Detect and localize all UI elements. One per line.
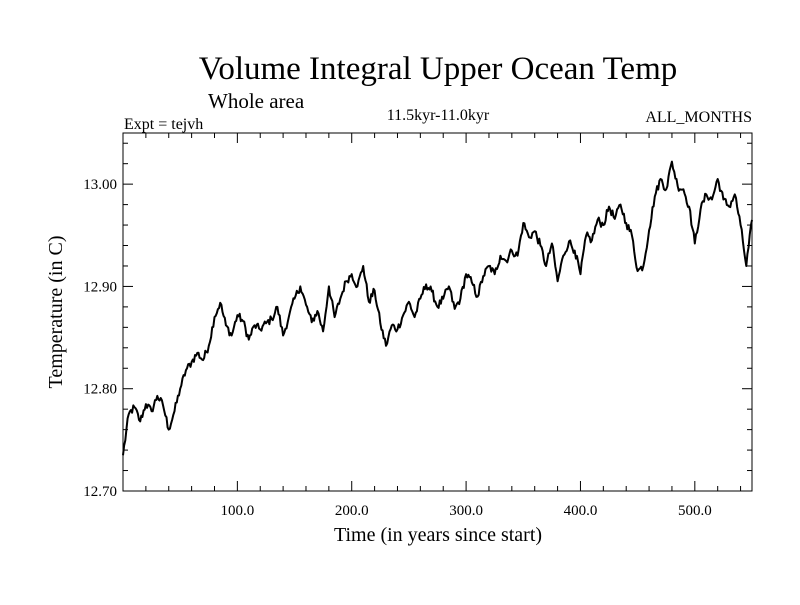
- y-tick-label: 13.00: [83, 177, 117, 193]
- axis-tick-labels: 100.0 200.0 300.0 400.0 500.0 12.70 12.80 12.90…: [83, 177, 711, 519]
- chart-title: Volume Integral Upper Ocean Temp: [199, 51, 677, 87]
- x-axis-label: Time (in years since start): [334, 524, 542, 546]
- x-tick-label: 200.0: [335, 503, 369, 519]
- chart-subtitle: Whole area: [208, 89, 305, 113]
- x-tick-label: 400.0: [564, 503, 598, 519]
- expt-label: Expt = tejvh: [124, 116, 203, 133]
- months-label: ALL_MONTHS: [645, 109, 752, 126]
- x-tick-label: 500.0: [678, 503, 712, 519]
- x-tick-label: 100.0: [220, 503, 254, 519]
- y-tick-label: 12.90: [83, 279, 117, 295]
- y-tick-label: 12.80: [83, 382, 117, 398]
- axis-ticks: [123, 133, 752, 491]
- period-label: 11.5kyr-11.0kyr: [387, 107, 490, 124]
- plot-frame: [122, 132, 753, 492]
- y-tick-label: 12.70: [83, 484, 117, 500]
- x-tick-label: 300.0: [449, 503, 483, 519]
- series-line: [122, 160, 753, 456]
- y-axis-label: Temperature (in C): [45, 236, 67, 389]
